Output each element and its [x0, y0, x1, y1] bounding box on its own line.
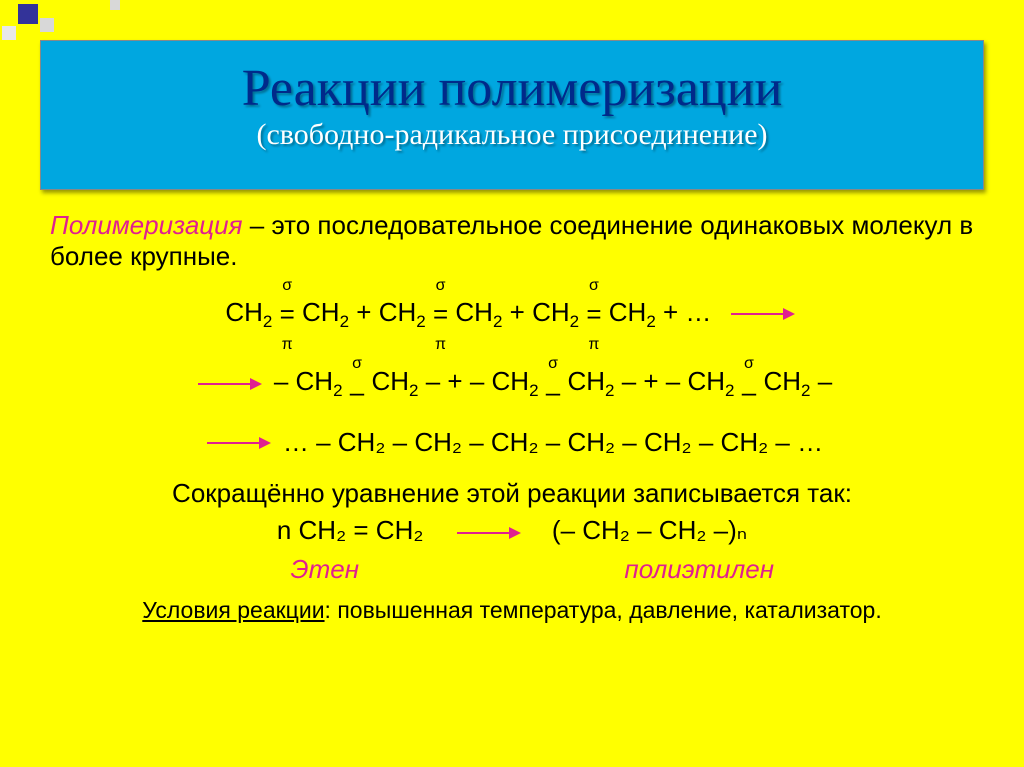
polyethylene-label: полиэтилен: [559, 554, 839, 585]
slide-subtitle: (свободно-радикальное присоединение): [41, 118, 983, 152]
equation-line-3: … – CH₂ – CH₂ – CH₂ – CH₂ – CH₂ – CH₂ – …: [50, 427, 974, 458]
ethene-label: Этен: [185, 554, 465, 585]
slide-title: Реакции полимеризации: [41, 59, 983, 118]
arrow-icon: [457, 532, 519, 534]
deco-square: [110, 0, 120, 10]
definition-paragraph: Полимеризация – это последовательное сое…: [50, 210, 974, 272]
conditions-label: Условия реакции: [142, 597, 324, 623]
conditions-text: : повышенная температура, давление, ката…: [325, 597, 882, 623]
arrow-icon: [198, 383, 260, 385]
definition-term: Полимеризация: [50, 210, 243, 240]
short-equation-intro: Сокращённо уравнение этой реакции записы…: [50, 478, 974, 509]
slide: Реакции полимеризации (свободно-радикаль…: [0, 0, 1024, 767]
polymer-chain: … – CH₂ – CH₂ – CH₂ – CH₂ – CH₂ – CH₂ – …: [283, 427, 823, 458]
slide-content: Полимеризация – это последовательное сое…: [50, 210, 974, 747]
arrow-icon: [207, 442, 269, 444]
deco-square: [18, 4, 38, 24]
conditions-line: Условия реакции: повышенная температура,…: [50, 597, 974, 624]
deco-square: [2, 26, 16, 40]
deco-square: [40, 18, 54, 32]
labels-row: Этен полиэтилен: [50, 554, 974, 585]
short-equation-rhs: (– CH₂ – CH₂ –)ₙ: [552, 515, 747, 545]
short-equation: n CH₂ = CH₂ (– CH₂ – CH₂ –)ₙ: [50, 515, 974, 546]
equation-line-2: – CH2 σ– CH2 – + – CH2 σ– CH2 – + – CH2 …: [50, 366, 974, 401]
arrow-icon: [731, 313, 793, 315]
short-equation-lhs: n CH₂ = CH₂: [277, 515, 424, 545]
title-block: Реакции полимеризации (свободно-радикаль…: [40, 40, 984, 190]
equation-line-1: CH2 σ=π CH2 + CH2 σ=π CH2 + CH2 σ=π CH2 …: [50, 290, 974, 338]
